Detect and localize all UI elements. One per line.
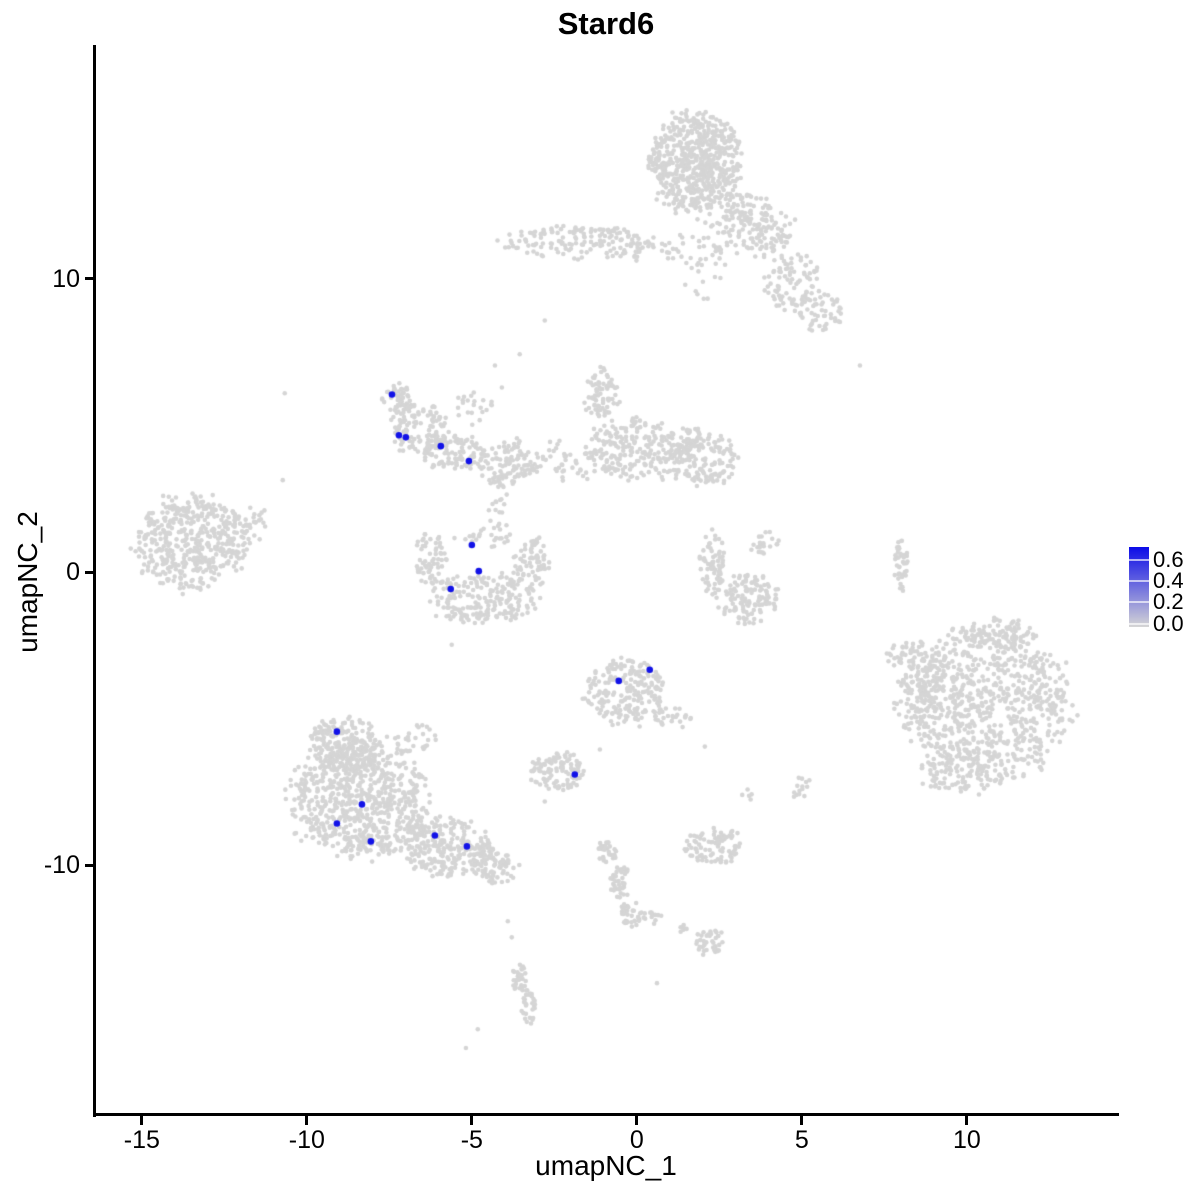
x-tick-mark <box>305 1116 309 1125</box>
expression-color-legend: 0.6 0.4 0.2 0.0 <box>1125 540 1200 635</box>
y-tick-mark <box>85 570 94 574</box>
legend-gradient-bar <box>1129 547 1149 627</box>
y-axis-line <box>93 45 96 1117</box>
plot-title: Stard6 <box>557 6 655 41</box>
legend-tick-line <box>1129 558 1149 561</box>
y-axis-title: umapNC_2 <box>12 511 43 653</box>
y-tick-mark <box>85 863 94 867</box>
x-tick-label: 0 <box>629 1126 644 1154</box>
y-tick-label: -10 <box>43 851 80 880</box>
x-tick-mark <box>635 1116 639 1125</box>
x-tick-label: 10 <box>952 1126 981 1154</box>
legend-tick-line <box>1129 580 1149 583</box>
x-tick-label: -15 <box>123 1126 160 1154</box>
x-axis-line <box>93 1113 1119 1116</box>
x-tick-label: 5 <box>794 1126 809 1154</box>
y-tick-label: 0 <box>66 558 80 587</box>
x-tick-label: -5 <box>460 1126 483 1154</box>
legend-tick-label: 0.0 <box>1153 610 1184 636</box>
legend-tick-line <box>1129 622 1149 625</box>
x-axis-title: umapNC_1 <box>535 1150 677 1181</box>
x-tick-mark <box>140 1116 144 1125</box>
legend-tick-label: 0.2 <box>1153 589 1184 615</box>
legend-tick-label: 0.6 <box>1153 546 1184 572</box>
x-tick-mark <box>965 1116 969 1125</box>
y-tick-label: 10 <box>52 264 80 293</box>
x-tick-mark <box>800 1116 804 1125</box>
x-tick-label: -10 <box>288 1126 325 1154</box>
y-tick-mark <box>85 277 94 281</box>
legend-tick-line <box>1129 601 1149 604</box>
x-tick-mark <box>470 1116 474 1125</box>
legend-tick-label: 0.4 <box>1153 568 1184 594</box>
